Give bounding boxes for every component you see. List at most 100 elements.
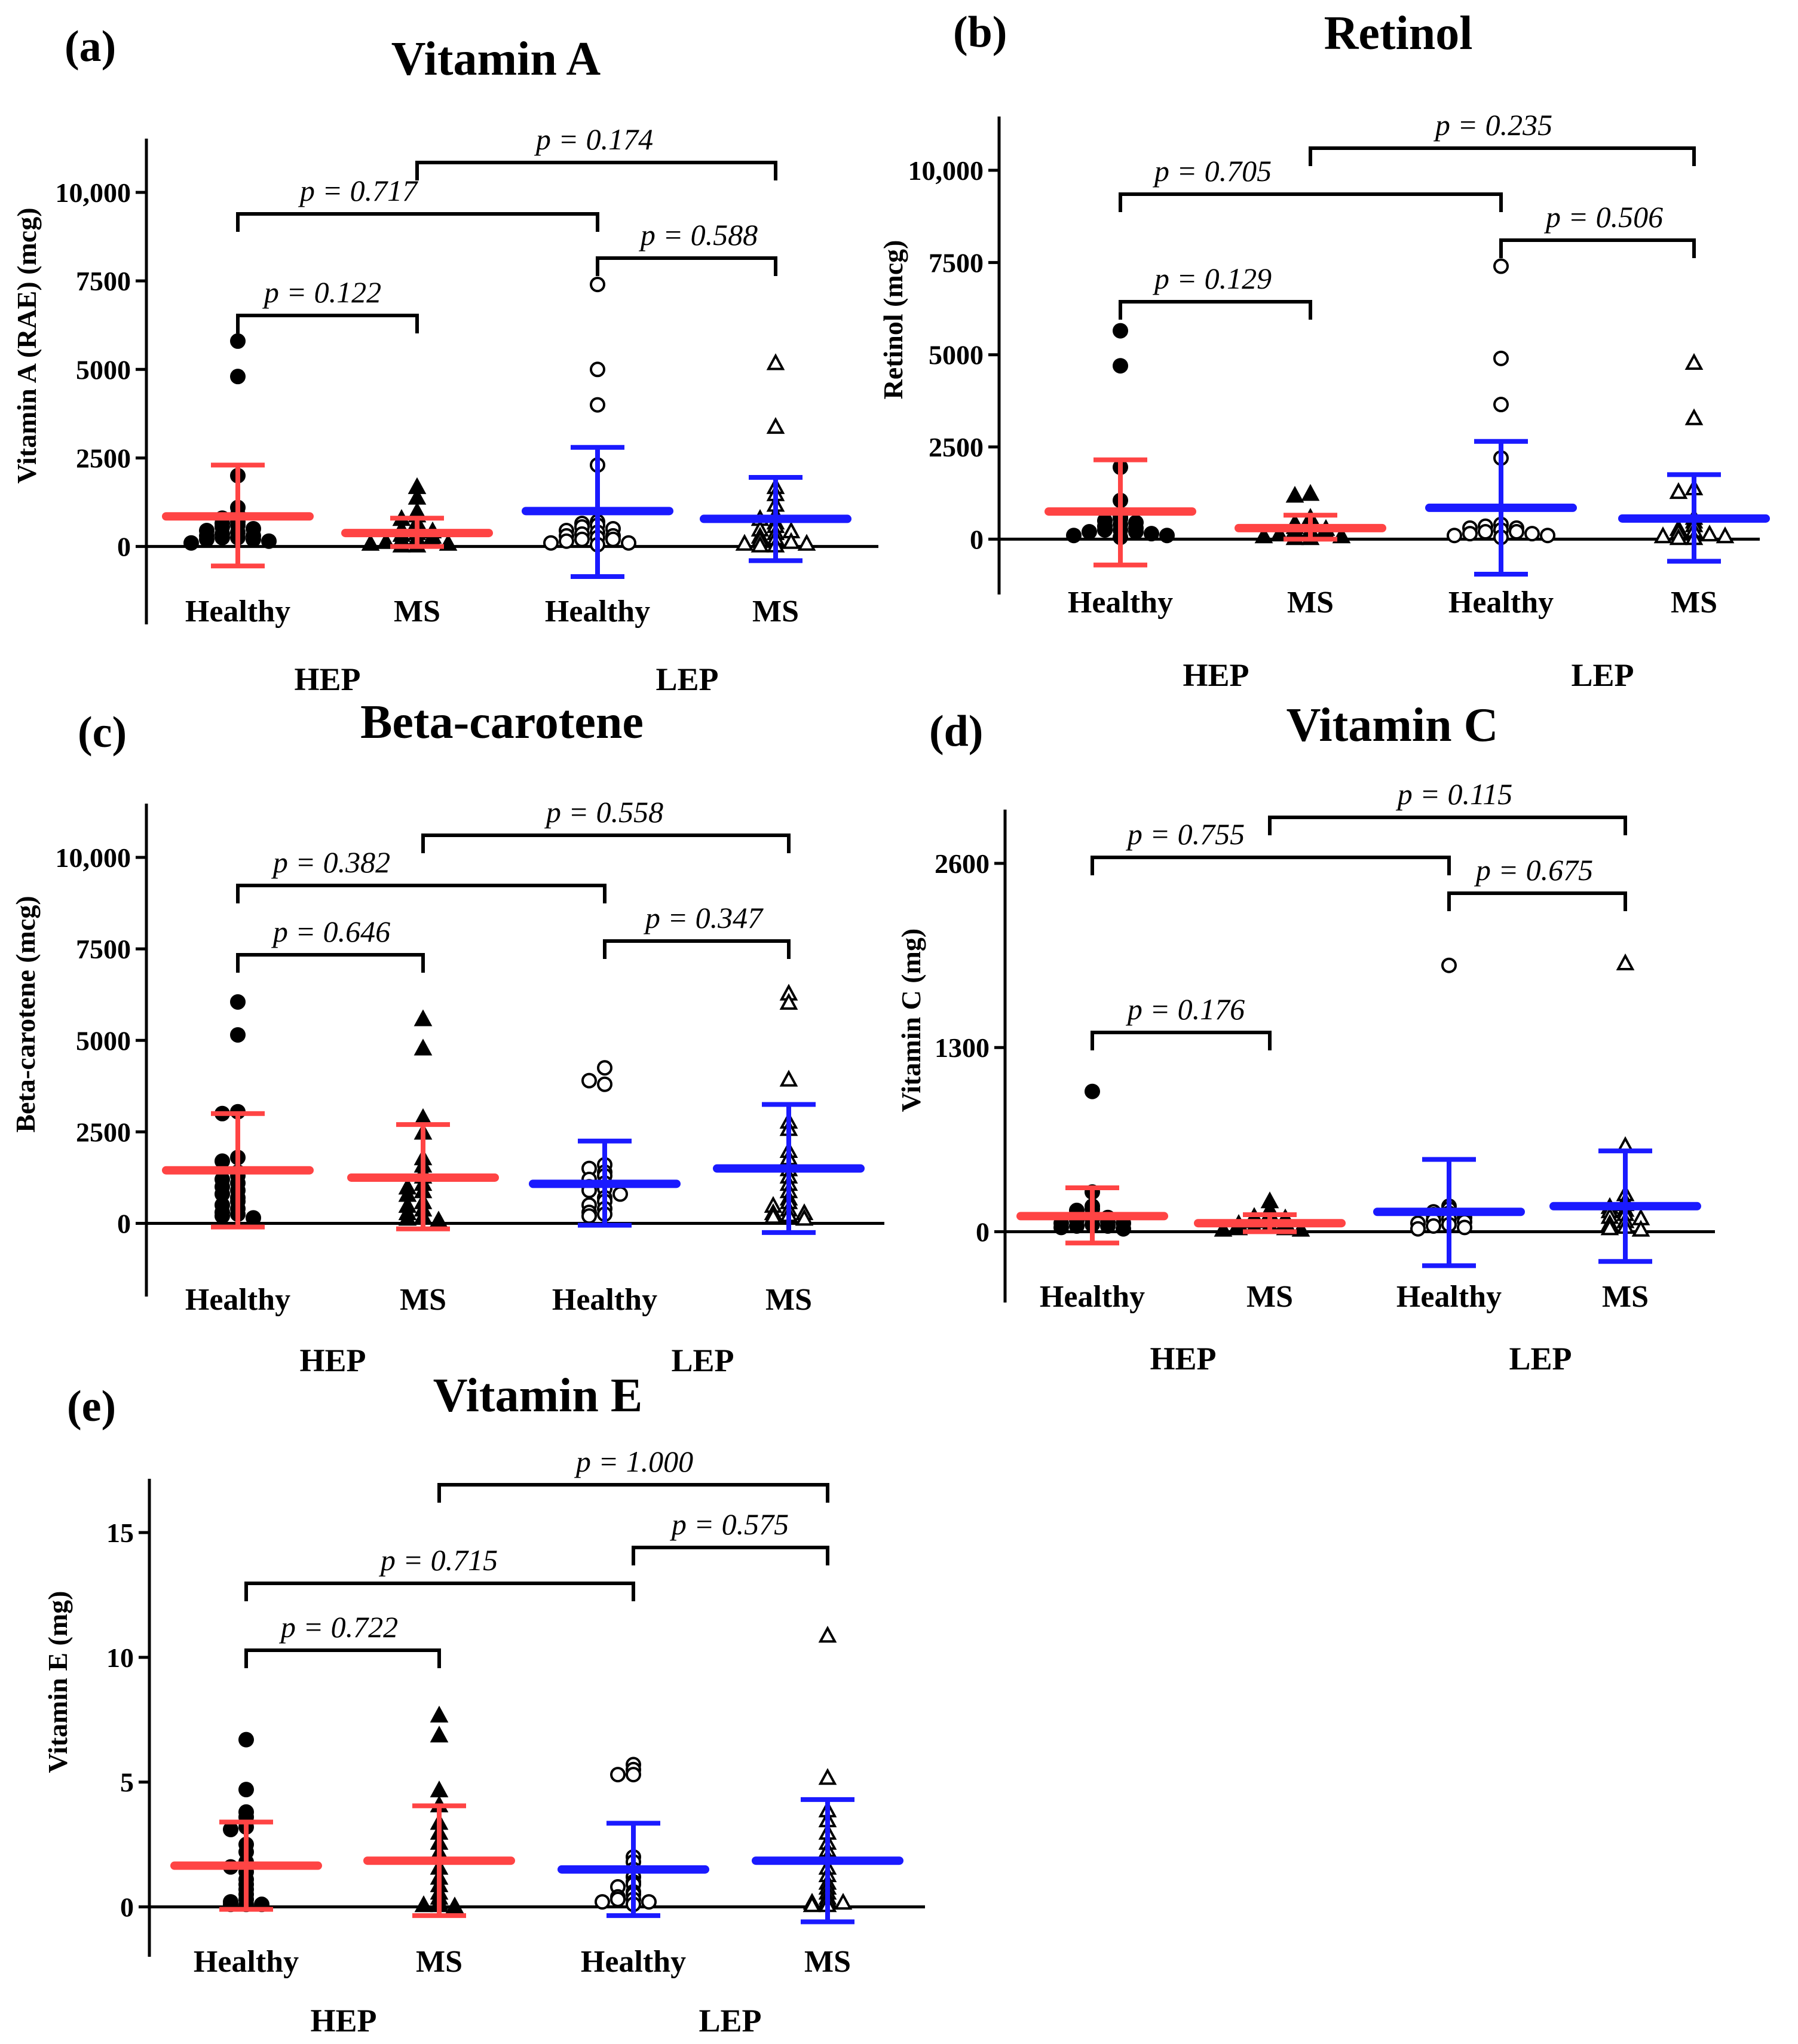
comparison-bracket: p = 0.755 [1091, 817, 1451, 875]
p-value-b: p = 0.717 [298, 174, 418, 207]
panel-letter: (d) [929, 707, 983, 756]
bracket-line [1119, 300, 1312, 320]
data-point [1113, 358, 1128, 374]
bracket-line [603, 939, 791, 959]
y-tick-label: 5000 [76, 1025, 131, 1056]
group-label-lep: LEP [1571, 657, 1634, 693]
comparison-bracket: p = 0.382 [236, 845, 607, 903]
data-point [238, 1732, 254, 1748]
category-hep-healthy-label: Healthy [185, 594, 290, 629]
comparison-bracket: p = 0.115 [1268, 777, 1627, 835]
p-value-b: p = 0.382 [271, 845, 390, 879]
category-hep-ms-series [363, 1705, 515, 1919]
category-lep-healthy-series [1373, 957, 1525, 1268]
bracket-line [236, 212, 599, 232]
p-value-a: p = 0.722 [279, 1610, 398, 1644]
data-point [1616, 953, 1635, 970]
y-tick-label: 2500 [929, 432, 984, 462]
panel-title: Vitamin E [433, 1369, 642, 1422]
category-hep-healthy-label: Healthy [1040, 1280, 1145, 1314]
data-point [1116, 1221, 1131, 1237]
data-point [605, 531, 621, 547]
data-point [1144, 526, 1159, 542]
p-value-c: p = 0.115 [1396, 777, 1513, 811]
data-point [1540, 528, 1555, 544]
p-value-b: p = 0.715 [379, 1543, 498, 1577]
category-lep-healthy-label: Healthy [1396, 1280, 1502, 1314]
comparison-bracket: p = 0.717 [236, 174, 599, 232]
y-tick-label: 5000 [76, 354, 131, 385]
bracket-line [236, 314, 419, 333]
y-tick-label: 10,000 [56, 177, 131, 208]
data-point [230, 369, 246, 385]
category-lep-healthy-series [558, 1757, 709, 1919]
data-point [1066, 528, 1082, 544]
comparison-bracket: p = 0.174 [415, 122, 777, 180]
data-point [414, 1895, 433, 1913]
category-hep-healthy-label: Healthy [194, 1945, 299, 1979]
y-tick-label: 2500 [76, 443, 131, 473]
bracket-line [632, 1546, 829, 1565]
group-label-hep: HEP [1183, 657, 1249, 693]
comparison-bracket: p = 0.715 [244, 1543, 635, 1601]
data-point [1441, 957, 1457, 973]
data-point [779, 992, 798, 1010]
category-lep-ms-series [1549, 953, 1701, 1264]
data-point [361, 534, 380, 551]
data-point [621, 535, 636, 551]
y-tick-label: 7500 [929, 247, 984, 278]
category-lep-ms-label: MS [765, 1283, 812, 1317]
data-point [1410, 1221, 1426, 1237]
p-value-c: p = 0.558 [544, 795, 663, 829]
group-label-hep: HEP [1150, 1341, 1216, 1377]
group-label-hep: HEP [299, 1343, 366, 1378]
category-hep-ms-label: MS [1287, 586, 1334, 620]
y-tick-label: 2600 [935, 848, 990, 879]
bracket-line [1119, 192, 1503, 212]
bracket-line [244, 1648, 441, 1668]
p-value-d: p = 0.588 [639, 218, 758, 252]
comparison-bracket: p = 0.705 [1119, 154, 1503, 212]
category-hep-ms-series [341, 477, 493, 553]
category-lep-ms-series [700, 353, 851, 563]
data-point [1493, 397, 1509, 413]
category-hep-healthy-series [162, 333, 314, 569]
data-point [766, 353, 785, 370]
p-value-a: p = 0.176 [1126, 992, 1245, 1026]
data-point [779, 1070, 798, 1087]
data-point [230, 1027, 246, 1043]
y-tick-label: 7500 [76, 934, 131, 964]
bracket-line [1091, 1031, 1272, 1050]
data-point [641, 1894, 657, 1910]
category-lep-healthy-label: Healthy [581, 1945, 686, 1979]
category-hep-ms-label: MS [416, 1945, 462, 1979]
data-point [1128, 524, 1144, 540]
data-point [797, 534, 816, 551]
bracket-line [596, 256, 777, 276]
data-point [818, 1626, 837, 1643]
panel-letter: (e) [67, 1382, 116, 1431]
data-point [818, 1768, 837, 1785]
y-tick-label: 0 [117, 532, 131, 562]
y-axis-label: Retinol (mcg) [878, 240, 908, 400]
data-point [439, 534, 458, 551]
group-label-lep: LEP [1509, 1341, 1572, 1377]
data-point [764, 1207, 783, 1224]
data-point [1332, 526, 1351, 544]
category-hep-ms-series [1194, 1191, 1346, 1237]
comparison-bracket: p = 0.575 [632, 1507, 829, 1565]
data-point [581, 1208, 597, 1224]
y-tick-label: 0 [976, 1216, 990, 1247]
data-point [1113, 323, 1128, 339]
y-tick-label: 7500 [76, 266, 131, 296]
category-hep-ms-series [1235, 484, 1386, 546]
data-point [1509, 524, 1524, 540]
bracket-line [437, 1483, 829, 1503]
y-axis-label: Vitamin E (mg) [42, 1591, 73, 1773]
category-lep-healthy-series [529, 1060, 681, 1228]
panel-e: (e) Vitamin E 0 5 10 15 Vitamin E (mg) Healthy M… [42, 1369, 925, 2039]
data-point [215, 1153, 230, 1169]
data-point [246, 531, 261, 547]
panel-letter: (c) [78, 708, 127, 757]
